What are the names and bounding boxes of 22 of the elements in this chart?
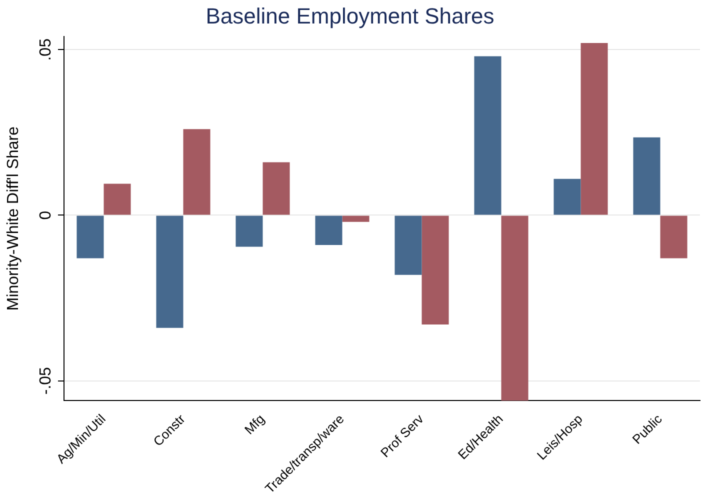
bar bbox=[315, 216, 342, 246]
x-tick-label: Mfg bbox=[241, 411, 268, 438]
y-tick-label: .05 bbox=[37, 38, 54, 61]
bar bbox=[76, 216, 104, 258]
bar bbox=[104, 184, 131, 215]
y-axis-title: Minority-White Diff'l Share bbox=[5, 126, 22, 311]
bar bbox=[633, 137, 660, 215]
bar bbox=[474, 56, 502, 215]
bar bbox=[236, 216, 263, 247]
y-tick-label: -.05 bbox=[37, 366, 54, 395]
bar bbox=[660, 216, 688, 258]
bar bbox=[262, 162, 290, 215]
bar bbox=[342, 216, 370, 222]
bar bbox=[501, 216, 528, 401]
bar bbox=[183, 129, 210, 215]
bar bbox=[394, 216, 422, 275]
bar bbox=[554, 178, 581, 215]
bar bbox=[422, 216, 449, 325]
bar bbox=[580, 43, 608, 215]
bar bbox=[156, 216, 184, 328]
chart-title: Baseline Employment Shares bbox=[206, 3, 494, 28]
y-tick-label: 0 bbox=[37, 210, 54, 220]
